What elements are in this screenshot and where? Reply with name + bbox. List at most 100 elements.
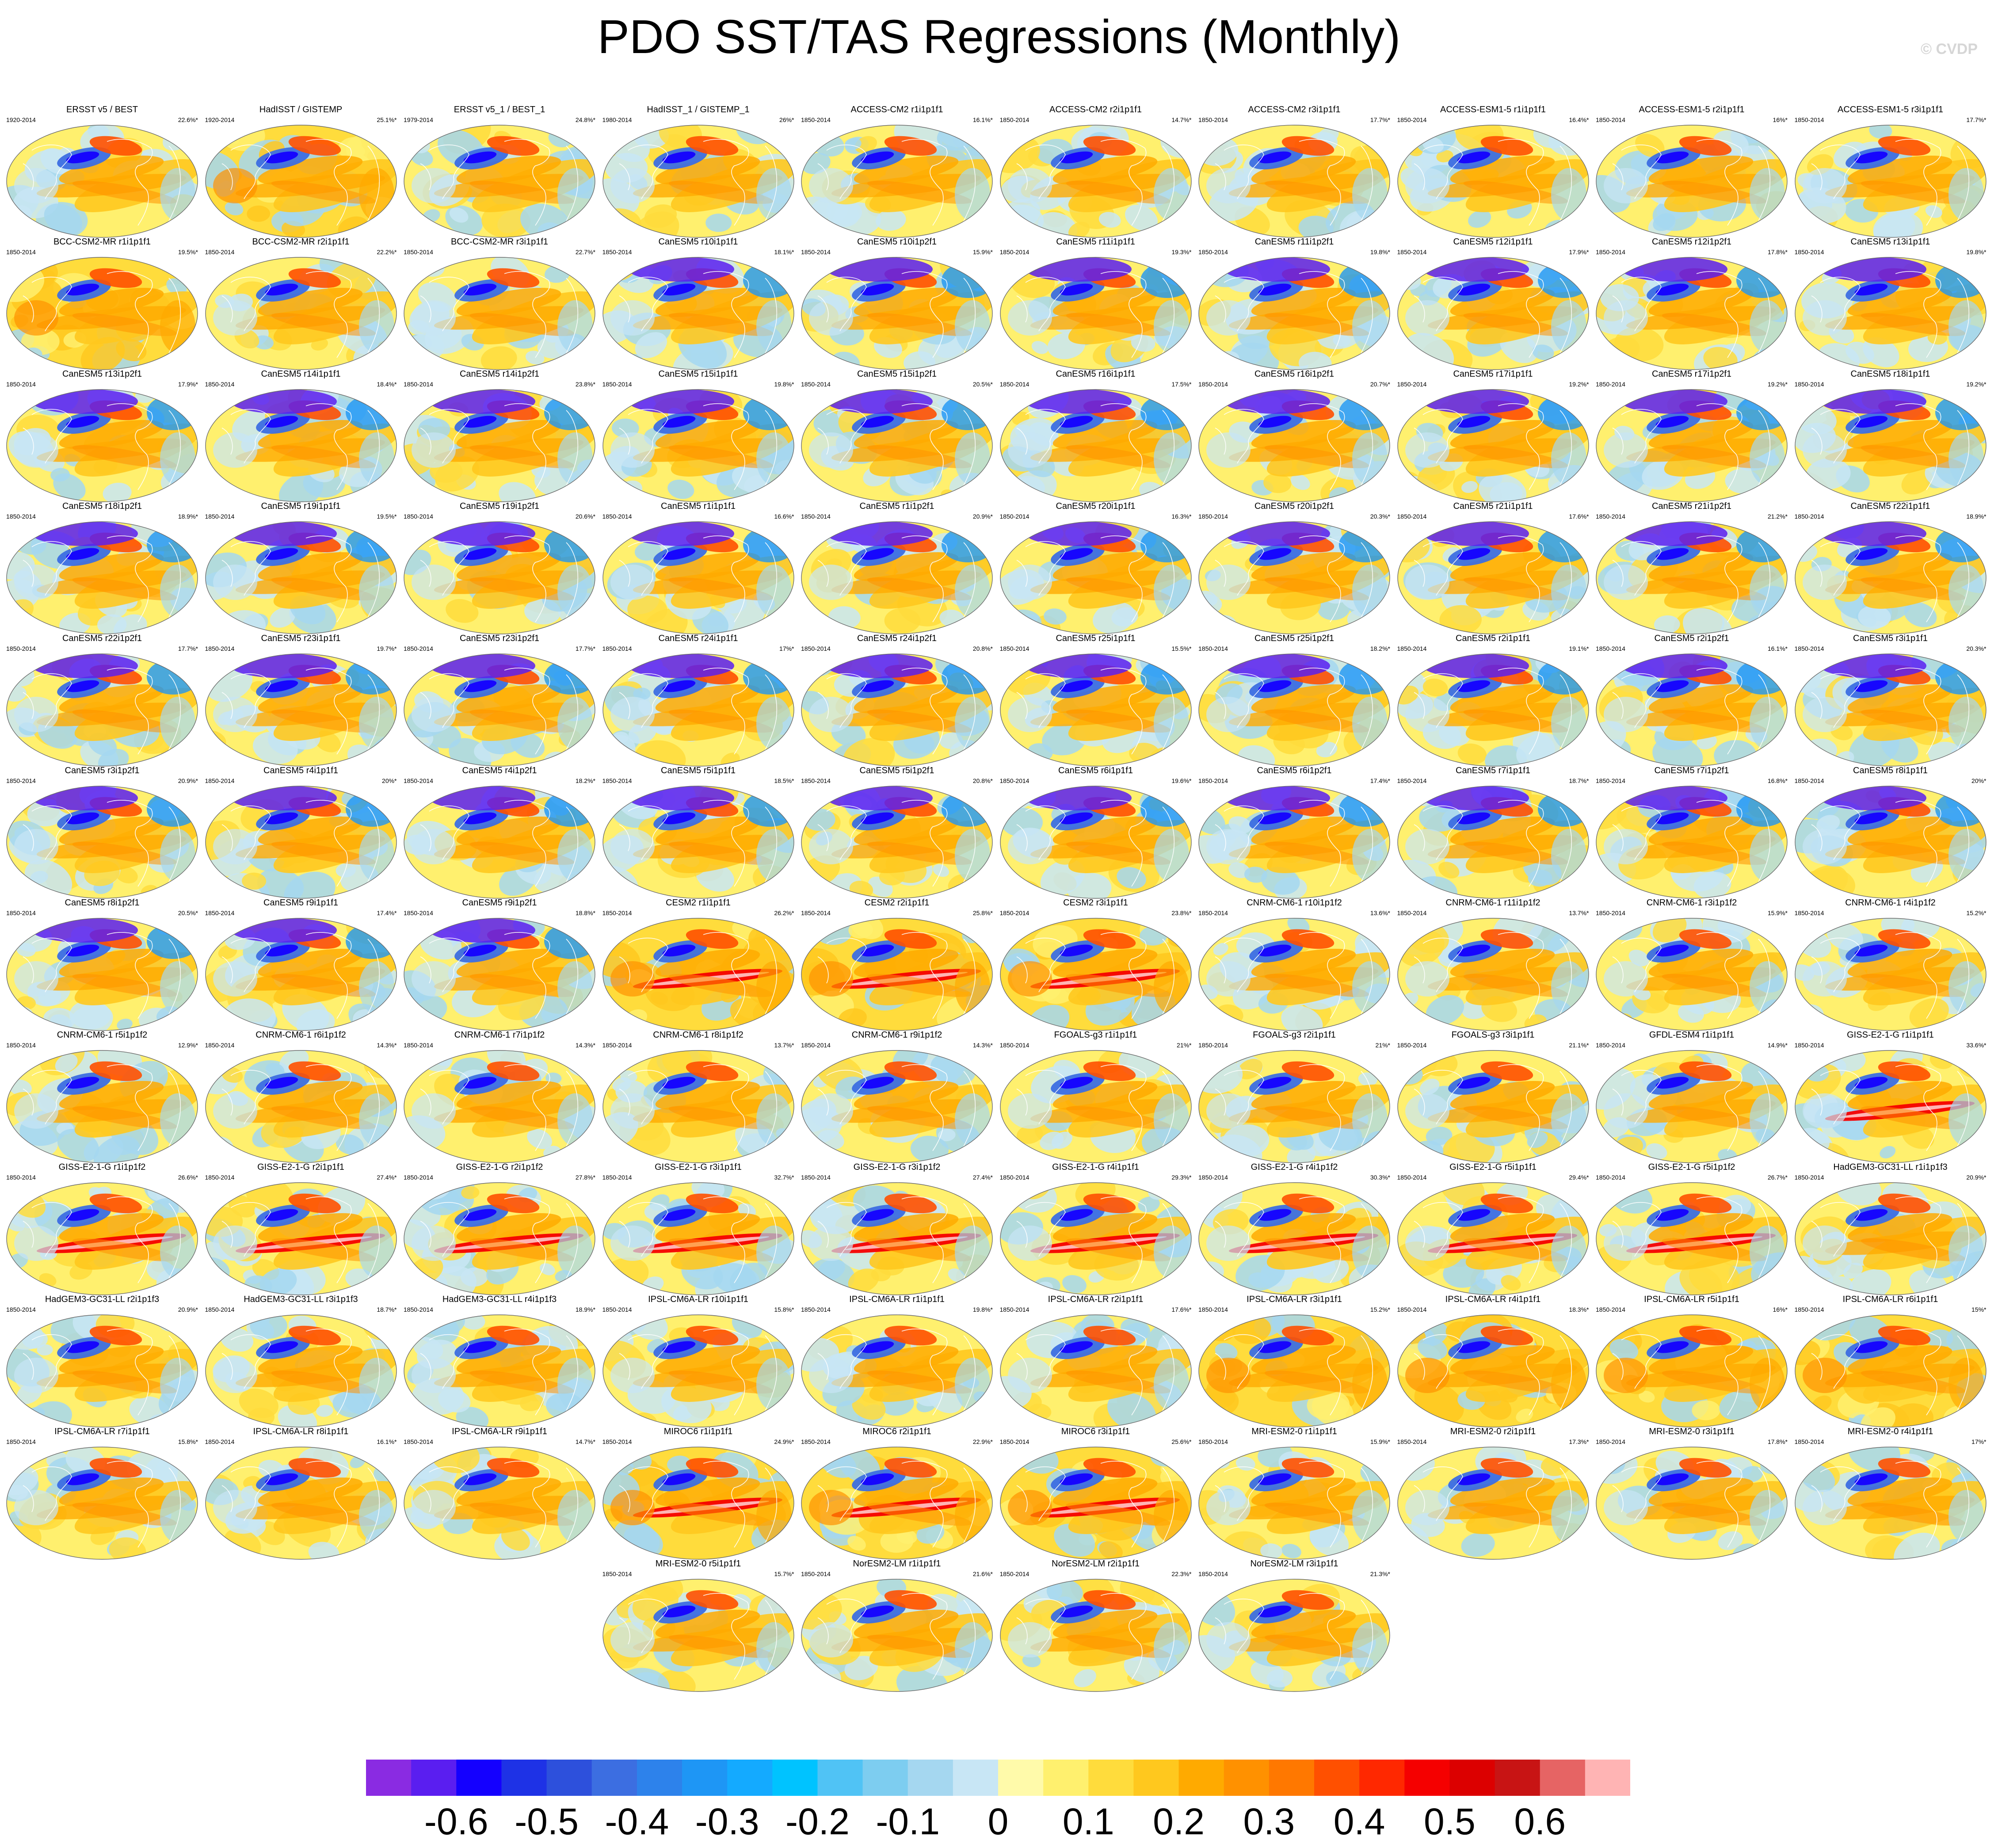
panel-pct-variance: 17.4%*: [1370, 777, 1390, 784]
panel-pct-variance: 22.2%*: [377, 248, 397, 256]
panel-title: BCC-CSM2-MR r1i1p1f1: [53, 237, 151, 247]
panel-title: ACCESS-CM2 r1i1p1f1: [850, 105, 943, 115]
panel-years: 1850-2014: [205, 1042, 235, 1049]
panel-pct-variance: 18.7%*: [377, 1306, 397, 1313]
regression-map: [999, 257, 1192, 370]
panel-pct-variance: 18.8%*: [575, 909, 595, 916]
panel-pct-variance: 23.8%*: [1171, 909, 1192, 916]
panel-pct-variance: 18.7%*: [1569, 777, 1589, 784]
regression-map: [1794, 1314, 1987, 1428]
panel-pct-variance: 29.4%*: [1569, 1174, 1589, 1181]
colorbar-tick-label: 0.6: [1514, 1801, 1566, 1842]
map-panel: CNRM-CM6-1 r3i1p1f2 1850-2014 15.9%*: [1592, 897, 1791, 1035]
panel-pct-variance: 19.2%*: [1569, 381, 1589, 388]
regression-map: [1397, 1182, 1589, 1295]
panel-years: 1850-2014: [1596, 1306, 1625, 1313]
panel-years: 1980-2014: [602, 116, 632, 123]
panel-title: BCC-CSM2-MR r3i1p1f1: [450, 237, 549, 247]
panel-pct-variance: 16.8%*: [1767, 777, 1788, 784]
colorbar-swatch: [591, 1760, 637, 1796]
panel-pct-variance: 20.9%*: [972, 513, 993, 520]
panel-years: 1850-2014: [1596, 1438, 1625, 1445]
regression-map: [801, 257, 993, 370]
regression-map: [801, 1314, 993, 1428]
panel-years: 1850-2014: [1397, 513, 1427, 520]
map-panel: CanESM5 r16i1p2f1 1850-2014 20.7%*: [1195, 369, 1394, 506]
map-panel: HadISST_1 / GISTEMP_1 1980-2014 26%*: [599, 104, 798, 241]
regression-map: [1596, 257, 1788, 370]
colorbar-swatch: [1178, 1760, 1224, 1796]
map-panel: CanESM5 r9i1p1f1 1850-2014 17.4%*: [202, 897, 400, 1035]
panel-years: 1850-2014: [1794, 116, 1824, 123]
panel-pct-variance: 19.5%*: [377, 513, 397, 520]
panel-pct-variance: 24.8%*: [575, 116, 595, 123]
panel-years: 1850-2014: [1397, 116, 1427, 123]
regression-map: [1596, 521, 1788, 634]
panel-title: CanESM5 r4i1p2f1: [462, 766, 537, 775]
panel-title: IPSL-CM6A-LR r1i1p1f1: [849, 1294, 945, 1304]
panel-years: 1850-2014: [999, 909, 1030, 916]
regression-map: [1596, 1182, 1788, 1295]
colorbar-tick-label: -0.1: [876, 1801, 940, 1842]
panel-title: CanESM5 r7i1p1f1: [1456, 766, 1530, 775]
map-panel: CanESM5 r3i1p2f1 1850-2014 20.9%*: [3, 765, 202, 902]
colorbar-swatch: [1269, 1760, 1315, 1796]
map-panel: CanESM5 r2i1p2f1 1850-2014 16.1%*: [1592, 633, 1791, 770]
regression-map: [999, 389, 1192, 502]
panel-title: CanESM5 r17i1p2f1: [1651, 369, 1732, 379]
map-panel: GISS-E2-1-G r1i1p1f2 1850-2014 26.6%*: [3, 1162, 202, 1299]
map-panel: CanESM5 r15i1p2f1 1850-2014 20.5%*: [797, 369, 996, 506]
panel-pct-variance: 21.6%*: [972, 1570, 993, 1577]
panel-years: 1850-2014: [1198, 1042, 1228, 1049]
panel-years: 1850-2014: [602, 513, 632, 520]
regression-map: [1397, 1050, 1589, 1163]
panel-title: FGOALS-g3 r3i1p1f1: [1451, 1030, 1535, 1040]
map-panel: ERSST v5_1 / BEST_1 1979-2014 24.8%*: [400, 104, 599, 241]
colorbar-tick-label: 0.1: [1062, 1801, 1114, 1842]
map-panel: CanESM5 r24i1p2f1 1850-2014 20.8%*: [797, 633, 996, 770]
panel-years: 1850-2014: [801, 1306, 831, 1313]
panel-title: CanESM5 r18i1p1f1: [1850, 369, 1930, 379]
panel-pct-variance: 15.9%*: [1767, 909, 1788, 916]
panel-pct-variance: 17.7%*: [575, 645, 595, 652]
regression-map: [999, 653, 1192, 767]
panel-pct-variance: 21.1%*: [1569, 1042, 1589, 1049]
panel-years: 1850-2014: [1397, 381, 1427, 388]
map-panel: IPSL-CM6A-LR r4i1p1f1 1850-2014 18.3%*: [1394, 1294, 1593, 1431]
panel-pct-variance: 19.1%*: [1569, 645, 1589, 652]
panel-title: CanESM5 r18i1p2f1: [62, 501, 142, 511]
panel-pct-variance: 21.2%*: [1767, 513, 1788, 520]
regression-map: [6, 653, 198, 767]
map-panel: ACCESS-ESM1-5 r1i1p1f1 1850-2014 16.4%*: [1394, 104, 1593, 241]
regression-map: [205, 1314, 397, 1428]
regression-map: [1794, 389, 1987, 502]
regression-map: [1198, 1579, 1390, 1692]
colorbar-swatch: [1043, 1760, 1089, 1796]
panel-pct-variance: 17.7%*: [1966, 116, 1987, 123]
panel-pct-variance: 18.4%*: [377, 381, 397, 388]
panel-years: 1850-2014: [404, 1042, 433, 1049]
panel-pct-variance: 20.8%*: [972, 645, 993, 652]
regression-map: [205, 257, 397, 370]
panel-years: 1850-2014: [999, 1174, 1030, 1181]
regression-map: [1596, 125, 1788, 238]
panel-pct-variance: 19.3%*: [1171, 248, 1192, 256]
panel-years: 1850-2014: [1794, 777, 1824, 784]
regression-map: [404, 1447, 595, 1560]
regression-map: [1397, 257, 1589, 370]
map-panel: CanESM5 r15i1p1f1 1850-2014 19.8%*: [599, 369, 798, 506]
regression-map: [999, 521, 1192, 634]
panel-pct-variance: 25.8%*: [972, 909, 993, 916]
map-panel: CanESM5 r2i1p1f1 1850-2014 19.1%*: [1394, 633, 1593, 770]
map-panel: GISS-E2-1-G r5i1p1f1 1850-2014 29.4%*: [1394, 1162, 1593, 1299]
panel-years: 1850-2014: [404, 513, 433, 520]
regression-map: [6, 1447, 198, 1560]
panel-title: IPSL-CM6A-LR r3i1p1f1: [1247, 1294, 1342, 1304]
panel-years: 1850-2014: [205, 909, 235, 916]
panel-years: 1850-2014: [1596, 116, 1625, 123]
panel-years: 1850-2014: [6, 777, 36, 784]
regression-map: [602, 786, 794, 899]
colorbar-swatch: [366, 1760, 412, 1796]
colorbar-tick-label: -0.2: [785, 1801, 850, 1842]
regression-map: [1794, 786, 1987, 899]
